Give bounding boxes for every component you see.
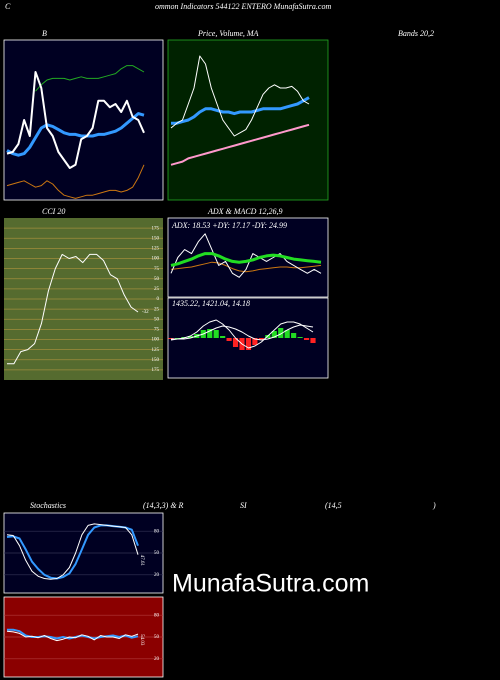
value-label: -32 [142, 310, 149, 315]
y-tick-label: 100 [152, 338, 160, 343]
y-tick-label: 175 [152, 226, 160, 231]
y-tick-label: 100 [152, 257, 160, 262]
histogram-bar [174, 338, 181, 339]
series-line [171, 96, 310, 125]
panel-title: (14,3,3) & R [143, 501, 184, 510]
histogram-bar [220, 336, 226, 338]
y-tick-label: 25 [154, 307, 160, 312]
panel-title: Stochastics [30, 501, 66, 510]
y-tick-label: 50 [154, 317, 160, 322]
histogram-bar [271, 331, 277, 338]
series-line [170, 252, 322, 267]
y-tick-label: 125 [152, 348, 160, 353]
histogram-bar [252, 338, 258, 345]
histogram-bar [284, 330, 290, 338]
y-tick-label: 75 [154, 328, 160, 333]
panel-title: Price, Volume, MA [197, 29, 259, 38]
series-line [6, 630, 139, 642]
histogram-bar [303, 338, 310, 340]
y-tick-label: 80 [154, 613, 160, 618]
y-tick-label: 0 [157, 297, 160, 302]
y-tick-label: 20 [154, 573, 160, 578]
panel-title: B [42, 29, 47, 38]
series-line [170, 123, 310, 166]
histogram-bar [278, 328, 284, 338]
y-tick-label: 125 [152, 247, 160, 252]
series-line [6, 71, 145, 169]
histogram-bar [232, 338, 239, 347]
histogram-bar [207, 329, 213, 338]
series-line [6, 112, 145, 157]
histogram-bar [258, 338, 264, 340]
y-tick-label: 150 [152, 236, 160, 241]
panel-title: SI [240, 501, 247, 510]
panel-title: (14,5 [325, 501, 342, 510]
y-tick-label: 80 [154, 529, 160, 534]
panel-title: Bands 20,2 [398, 29, 434, 38]
series-line [171, 324, 314, 341]
series-line [6, 523, 139, 580]
histogram-bar [245, 338, 252, 350]
histogram-bar [213, 330, 219, 338]
y-tick-label: 150 [152, 358, 160, 363]
y-tick-label: 75 [154, 267, 160, 272]
series-line [7, 253, 139, 365]
series-line [6, 164, 145, 199]
histogram-bar [297, 337, 303, 338]
value-label: 54.03 [139, 634, 144, 646]
panel-title: ) [432, 501, 436, 510]
series-line [170, 55, 310, 137]
panel [167, 217, 329, 298]
y-tick-label: 175 [152, 368, 160, 373]
series-line [170, 261, 322, 273]
value-label: 47.61 [139, 555, 144, 567]
histogram-bar [226, 338, 232, 341]
y-tick-label: 25 [154, 287, 160, 292]
panel-title: CCI 20 [42, 207, 65, 216]
watermark: MunafaSutra.com [172, 570, 369, 598]
y-tick-label: 50 [154, 277, 160, 282]
series-line [35, 65, 145, 92]
histogram-bar [310, 338, 316, 343]
y-tick-label: 20 [154, 657, 160, 662]
series-line [170, 319, 314, 349]
panel-subtitle: 1435.22, 1421.04, 14.18 [172, 299, 250, 308]
header-initial: C [5, 2, 11, 11]
y-tick-label: 50 [154, 551, 160, 556]
histogram-bar [291, 333, 297, 338]
panel [167, 39, 329, 201]
y-tick-label: 50 [154, 635, 160, 640]
histogram-bar [187, 336, 193, 338]
series-line [170, 233, 322, 278]
panel-subtitle: ADX: 18.53 +DY: 17.17 -DY: 24.99 [171, 221, 287, 230]
header-title: ommon Indicators 544122 ENTERO MunafaSut… [155, 2, 331, 11]
panel-title: ADX & MACD 12,26,9 [207, 207, 282, 216]
